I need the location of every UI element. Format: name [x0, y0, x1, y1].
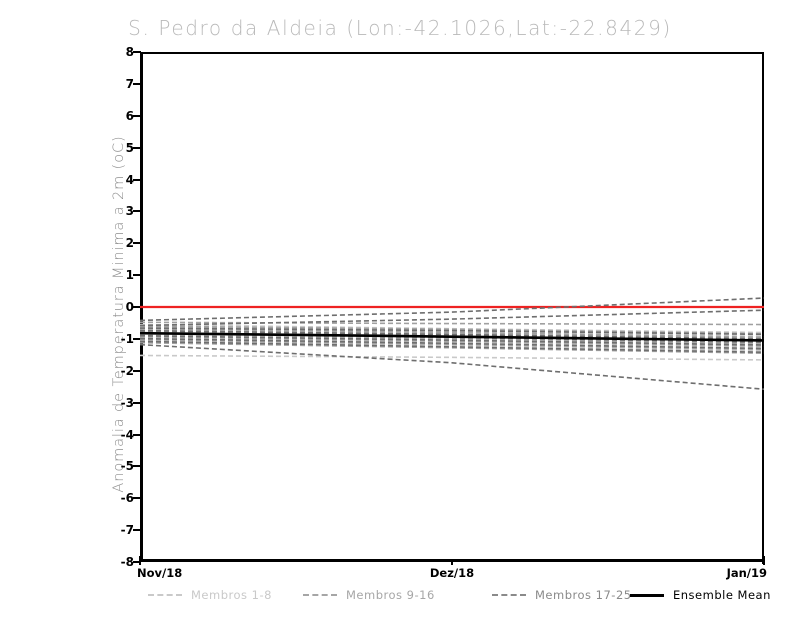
y-tick-label: 4: [125, 172, 134, 187]
y-tick-label: -6: [120, 491, 134, 506]
y-tick-label: -7: [120, 523, 134, 538]
y-tick-mark: [133, 465, 141, 468]
y-tick-mark: [133, 51, 141, 53]
legend-label: Membros 17-25: [535, 588, 632, 602]
y-tick-mark: [133, 146, 141, 149]
series-line-membros-9-16-6: [140, 335, 764, 347]
y-tick-label: 8: [125, 45, 134, 59]
legend-line-swatch-icon: [148, 594, 182, 596]
y-tick-label: 2: [125, 236, 134, 251]
series-line-membros-9-16-7: [140, 338, 764, 351]
series-line-membros-17-25-6: [140, 334, 764, 346]
y-tick-label: 6: [125, 108, 134, 123]
y-tick-mark: [133, 114, 141, 117]
series-line-ensemble-mean-1: [140, 331, 764, 342]
y-tick-label: 7: [125, 76, 134, 91]
legend-label: Ensemble Mean: [673, 588, 771, 602]
y-tick-mark: [133, 306, 141, 308]
y-tick-label: -2: [120, 363, 134, 378]
y-tick-label: 1: [125, 268, 134, 283]
series-line-membros-1-8-7: [140, 339, 764, 352]
y-tick-label: -5: [120, 459, 134, 474]
x-tick-label: Jan/19: [726, 566, 767, 580]
y-tick-label: -1: [120, 331, 134, 346]
y-tick-label: 5: [125, 140, 134, 155]
y-tick-mark: [133, 369, 141, 372]
y-tick-mark: [133, 178, 141, 181]
legend-item[interactable]: Membros 9-16: [303, 586, 435, 604]
y-tick-mark: [133, 210, 141, 213]
y-tick-label: 3: [125, 204, 134, 219]
y-tick-mark: [133, 529, 141, 532]
legend-line-swatch-icon: [492, 594, 526, 596]
legend-item[interactable]: Ensemble Mean: [630, 586, 771, 604]
y-tick-label: -3: [120, 395, 134, 410]
y-tick-label: -4: [120, 427, 134, 442]
y-tick-mark: [133, 274, 141, 277]
legend-item[interactable]: Membros 17-25: [492, 586, 632, 604]
series-line-membros-9-16-2: [140, 325, 764, 335]
series-line-membros-9-16-8: [140, 341, 764, 355]
legend-item[interactable]: Membros 1-8: [148, 586, 272, 604]
series-line-membros-9-16-3: [140, 327, 764, 339]
x-tick-label: Nov/18: [137, 566, 183, 580]
series-line-membros-1-8-8: [140, 354, 764, 361]
legend-line-swatch-icon: [303, 594, 337, 596]
chart-legend: Membros 1-8 Membros 9-16 Membros 17-25 Ense…: [140, 586, 770, 608]
series-line-membros-17-25-7: [140, 337, 764, 350]
series-line-membros-17-25-1: [140, 297, 764, 322]
chart-title: S. Pedro da Aldeia (Lon:-42.1026,Lat:-22…: [128, 16, 672, 40]
y-tick-label: -8: [120, 555, 134, 569]
axis-top-spine: [140, 52, 764, 54]
y-tick-label: 0: [125, 300, 134, 314]
series-line-membros-9-16-1: [140, 321, 764, 326]
legend-label: Membros 9-16: [346, 588, 435, 602]
legend-line-swatch-icon: [630, 593, 664, 597]
legend-label: Membros 1-8: [191, 588, 272, 602]
y-tick-mark: [133, 82, 141, 85]
y-tick-mark: [133, 497, 141, 500]
series-line-membros-17-25-8: [140, 340, 764, 354]
series-plot-lines: [140, 297, 764, 391]
x-tick-mark: [763, 556, 765, 565]
series-line-membros-17-25-2: [140, 309, 764, 327]
y-tick-mark: [133, 561, 141, 563]
y-tick-mark: [133, 401, 141, 404]
series-line-membros-17-25-3: [140, 327, 764, 336]
x-tick-label: Dez/18: [429, 566, 475, 580]
y-tick-mark: [133, 242, 141, 245]
y-tick-mark: [133, 337, 141, 340]
series-line-membros-17-25-4: [140, 329, 764, 340]
y-tick-mark: [133, 433, 141, 436]
series-line-membros-17-25-9: [140, 343, 764, 391]
